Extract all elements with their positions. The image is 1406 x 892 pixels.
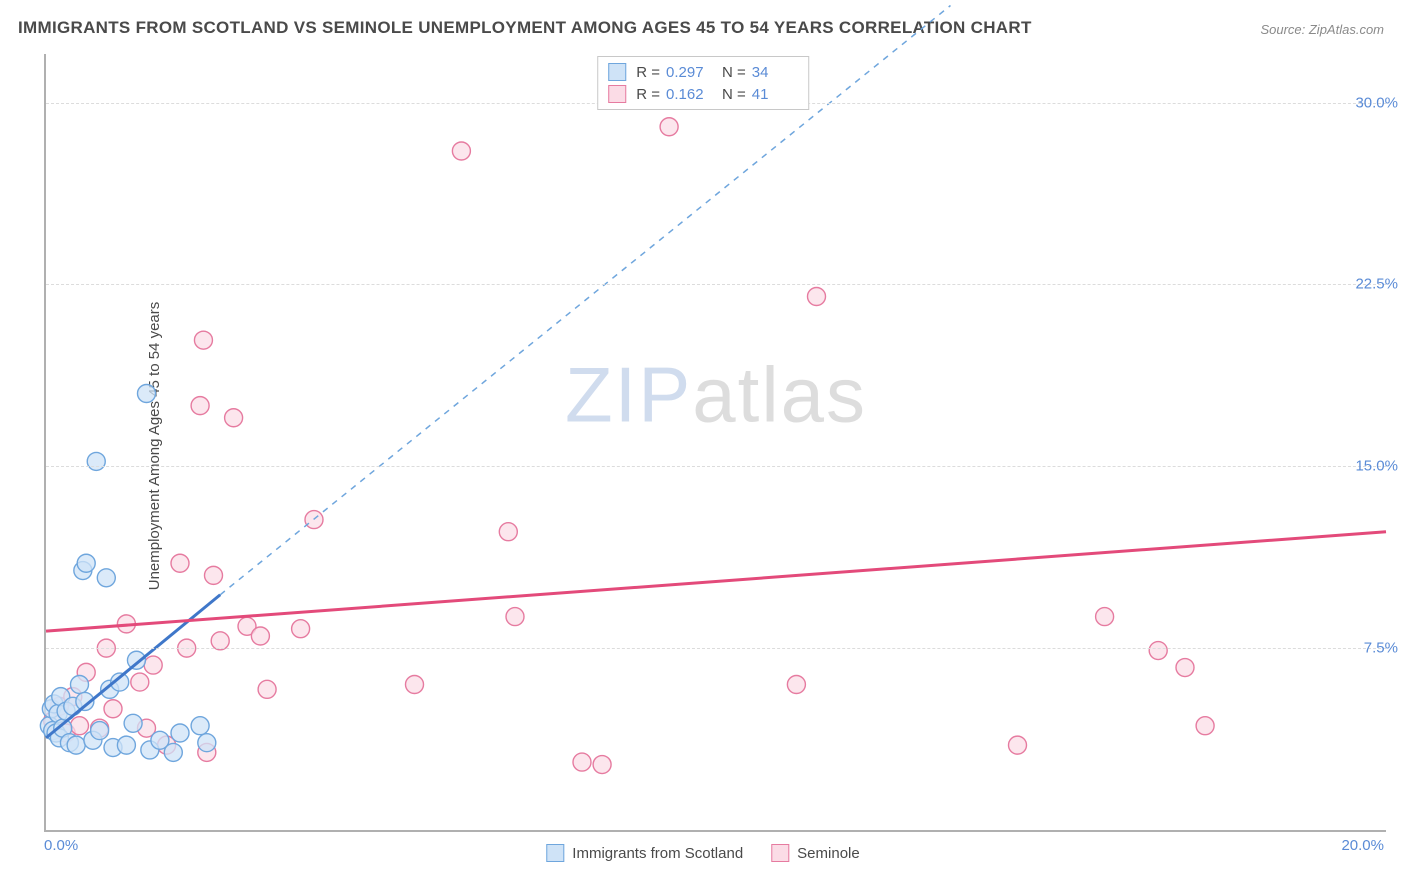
data-point (573, 753, 591, 771)
data-point (1009, 736, 1027, 754)
stat-r-label-0: R = (636, 64, 660, 81)
stat-r-value-1: 0.162 (666, 86, 712, 103)
data-point (171, 554, 189, 572)
stat-swatch-1 (608, 85, 626, 103)
bottom-legend-label-1: Seminole (797, 845, 860, 862)
data-point (91, 722, 109, 740)
data-point (499, 523, 517, 541)
data-point (808, 288, 826, 306)
bottom-legend-label-0: Immigrants from Scotland (572, 845, 743, 862)
bottom-legend-item-1: Seminole (771, 844, 860, 862)
data-point (71, 676, 89, 694)
data-point (67, 736, 85, 754)
stat-n-label-1: N = (722, 86, 746, 103)
trend-line (46, 532, 1386, 631)
data-point (124, 714, 142, 732)
gridline-h (46, 648, 1386, 649)
data-point (194, 331, 212, 349)
y-tick-label: 15.0% (1355, 458, 1398, 475)
data-point (406, 676, 424, 694)
data-point (1096, 608, 1114, 626)
chart-title: IMMIGRANTS FROM SCOTLAND VS SEMINOLE UNE… (18, 18, 1032, 38)
data-point (1149, 642, 1167, 660)
data-point (191, 397, 209, 415)
data-point (191, 717, 209, 735)
data-point (292, 620, 310, 638)
y-tick-label: 22.5% (1355, 276, 1398, 293)
stat-swatch-0 (608, 63, 626, 81)
data-point (787, 676, 805, 694)
bottom-legend: Immigrants from Scotland Seminole (546, 844, 859, 862)
stat-n-value-1: 41 (752, 86, 798, 103)
stat-legend-row-0: R = 0.297 N = 34 (598, 61, 808, 83)
data-point (97, 569, 115, 587)
data-point (452, 142, 470, 160)
data-point (1176, 659, 1194, 677)
data-point (138, 385, 156, 403)
stat-r-value-0: 0.297 (666, 64, 712, 81)
data-point (198, 734, 216, 752)
chart-plot-area: ZIPatlas (44, 54, 1386, 832)
bottom-swatch-1 (771, 844, 789, 862)
stat-n-value-0: 34 (752, 64, 798, 81)
data-point (87, 452, 105, 470)
stat-n-label-0: N = (722, 64, 746, 81)
x-tick-label: 20.0% (1341, 837, 1384, 854)
data-point (71, 717, 89, 735)
stat-legend-row-1: R = 0.162 N = 41 (598, 83, 808, 105)
x-tick-label: 0.0% (44, 837, 78, 854)
data-point (1196, 717, 1214, 735)
data-point (205, 566, 223, 584)
data-point (225, 409, 243, 427)
bottom-swatch-0 (546, 844, 564, 862)
trend-line (220, 6, 950, 595)
data-point (131, 673, 149, 691)
data-point (117, 736, 135, 754)
stat-legend: R = 0.297 N = 34 R = 0.162 N = 41 (597, 56, 809, 110)
data-point (171, 724, 189, 742)
bottom-legend-item-0: Immigrants from Scotland (546, 844, 743, 862)
data-point (258, 680, 276, 698)
data-point (104, 700, 122, 718)
chart-svg (46, 54, 1386, 830)
data-point (251, 627, 269, 645)
data-point (77, 554, 95, 572)
data-point (164, 743, 182, 761)
source-attribution: Source: ZipAtlas.com (1260, 22, 1384, 37)
y-tick-label: 7.5% (1364, 640, 1398, 657)
y-tick-label: 30.0% (1355, 94, 1398, 111)
stat-r-label-1: R = (636, 86, 660, 103)
data-point (506, 608, 524, 626)
data-point (144, 656, 162, 674)
data-point (660, 118, 678, 136)
gridline-h (46, 284, 1386, 285)
data-point (593, 756, 611, 774)
gridline-h (46, 466, 1386, 467)
